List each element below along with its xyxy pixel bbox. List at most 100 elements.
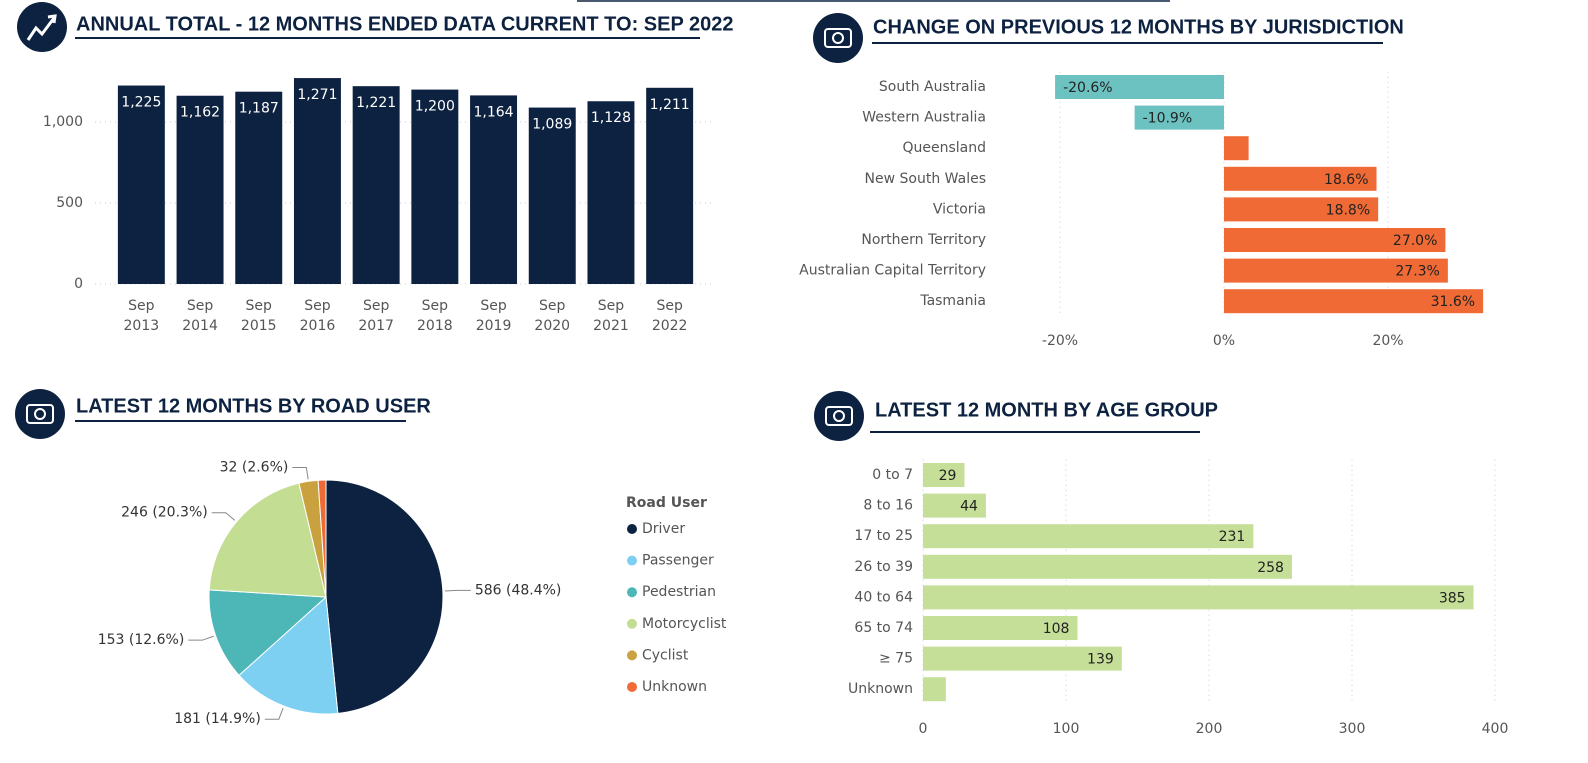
- legend-swatch: [627, 682, 637, 692]
- x-tick-label: Sep 2014: [182, 298, 218, 334]
- x-tick-label: Sep 2013: [124, 298, 160, 334]
- chart-title: CHANGE ON PREVIOUS 12 MONTHS BY JURISDIC…: [873, 16, 1404, 38]
- data-label: 246 (20.3%): [121, 505, 208, 521]
- data-label: 27.3%: [1395, 264, 1439, 280]
- data-label: 139: [1087, 652, 1114, 668]
- x-tick-label: 400: [1482, 721, 1509, 737]
- data-label: 1,200: [415, 99, 455, 115]
- y-tick-label: ≥ 75: [879, 651, 913, 667]
- legend-label: Unknown: [642, 679, 707, 695]
- data-label: 231: [1219, 529, 1246, 545]
- y-tick-label: New South Wales: [865, 171, 986, 187]
- y-tick-label: Unknown: [848, 681, 913, 697]
- x-tick-label: Sep 2020: [534, 298, 570, 334]
- y-tick-label: 65 to 74: [854, 620, 913, 636]
- legend-swatch: [627, 524, 637, 534]
- y-tick-label: Northern Territory: [861, 232, 986, 248]
- chart-title: LATEST 12 MONTHS BY ROAD USER: [76, 395, 431, 417]
- x-tick-label: 300: [1339, 721, 1366, 737]
- data-label: -10.9%: [1143, 111, 1193, 127]
- legend-label: Cyclist: [642, 647, 689, 663]
- pie-slice: [325, 479, 444, 714]
- legend-title: Road User: [626, 495, 707, 511]
- data-label: 1,089: [532, 117, 572, 133]
- y-tick-label: 1,000: [43, 114, 83, 130]
- pie-slice: [317, 479, 327, 598]
- bar: [587, 101, 635, 284]
- bar: [352, 86, 400, 284]
- bar: [1224, 197, 1379, 222]
- y-tick-label: Western Australia: [862, 110, 986, 126]
- x-tick-label: 0: [919, 721, 928, 737]
- bar: [923, 677, 946, 702]
- legend-swatch: [627, 650, 637, 661]
- icon-trend: [17, 2, 67, 52]
- bar: [117, 85, 165, 284]
- x-tick-label: 0%: [1213, 333, 1235, 349]
- bar: [923, 524, 1254, 549]
- data-label: 1,221: [356, 95, 396, 111]
- bar: [923, 616, 1078, 640]
- data-label: 18.8%: [1326, 202, 1370, 218]
- bar: [923, 585, 1474, 610]
- data-label: 29: [939, 468, 957, 484]
- x-tick-label: Sep 2021: [593, 298, 629, 334]
- leader-line: [264, 707, 284, 720]
- bar: [411, 89, 459, 285]
- pie-slice: [238, 595, 339, 715]
- bar: [923, 463, 965, 487]
- bar: [176, 95, 224, 285]
- bar: [923, 554, 1292, 579]
- data-label: -20.6%: [1063, 80, 1113, 96]
- legend-swatch: [627, 618, 637, 629]
- x-tick-label: Sep 2017: [358, 298, 394, 334]
- x-tick-label: -20%: [1042, 333, 1078, 349]
- pie-slice: [208, 589, 328, 676]
- data-label: 1,162: [180, 105, 220, 121]
- data-label: 1,187: [239, 101, 279, 117]
- legend-label: Passenger: [642, 553, 714, 569]
- y-tick-label: 8 to 16: [863, 498, 913, 514]
- y-tick-label: 0 to 7: [872, 467, 913, 483]
- x-tick-label: Sep 2022: [652, 298, 688, 334]
- leader-line: [211, 512, 236, 521]
- y-tick-label: 40 to 64: [854, 589, 913, 605]
- data-label: 1,164: [474, 104, 514, 120]
- bar: [1224, 258, 1448, 283]
- chart-title: LATEST 12 MONTH BY AGE GROUP: [875, 399, 1218, 421]
- bar: [1224, 289, 1484, 314]
- bar: [1055, 75, 1224, 99]
- legend-swatch: [627, 587, 637, 598]
- bar: [528, 107, 576, 284]
- y-tick-label: 17 to 25: [854, 528, 913, 544]
- y-tick-label: Tasmania: [919, 293, 986, 309]
- y-tick-label: Victoria: [933, 201, 986, 217]
- data-label: 586 (48.4%): [475, 582, 562, 598]
- bar: [646, 87, 694, 284]
- x-tick-label: 100: [1053, 721, 1080, 737]
- data-label: 108: [1043, 621, 1070, 637]
- legend-label: Motorcyclist: [642, 616, 727, 632]
- legend-swatch: [627, 555, 637, 566]
- data-label: 385: [1439, 590, 1466, 606]
- x-tick-label: Sep 2016: [300, 298, 336, 334]
- leader-line: [292, 466, 309, 480]
- y-tick-label: Australian Capital Territory: [799, 263, 986, 279]
- icon-camera: [813, 13, 863, 63]
- icon-camera: [814, 391, 864, 441]
- bar: [470, 95, 518, 284]
- bar: [923, 493, 986, 518]
- data-label: 258: [1257, 560, 1284, 576]
- bar: [235, 91, 283, 285]
- data-label: 32 (2.6%): [220, 459, 289, 475]
- bar: [293, 78, 341, 284]
- x-tick-label: Sep 2019: [476, 298, 512, 334]
- bar: [1224, 166, 1377, 191]
- x-tick-label: 200: [1196, 721, 1223, 737]
- y-tick-label: Queensland: [902, 140, 986, 156]
- bar: [1134, 105, 1224, 130]
- y-tick-label: 26 to 39: [854, 559, 913, 575]
- bar: [923, 646, 1122, 671]
- legend-label: Pedestrian: [642, 584, 716, 600]
